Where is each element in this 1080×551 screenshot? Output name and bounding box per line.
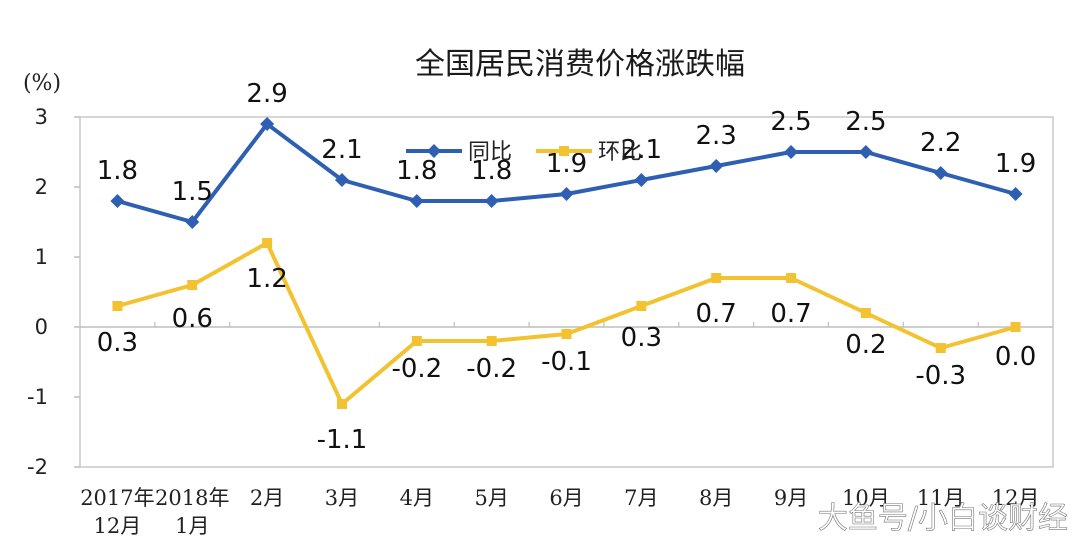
data-point-marker — [559, 187, 574, 201]
y-tick-label: 2 — [35, 175, 48, 199]
x-tick-label: 8月 — [699, 486, 733, 510]
data-point-marker — [409, 194, 424, 208]
data-point-marker — [784, 145, 799, 159]
axes-layer: 3 2 1 0 -1 -2 2017年 12月 2018年 1月 2月 3月 4月 5月 6月 7月 8月 9月 1… — [27, 105, 1053, 538]
data-point-marker — [110, 194, 125, 208]
y-tick-label: -2 — [27, 455, 48, 479]
legend-marker — [427, 144, 441, 158]
x-tick-label: 6月 — [549, 486, 583, 510]
data-label: 0.0 — [995, 342, 1036, 372]
data-point-marker — [411, 336, 422, 346]
data-point-marker — [185, 215, 200, 229]
data-point-marker — [187, 280, 198, 290]
data-label: 2.5 — [845, 107, 886, 137]
x-tick-label: 12月 — [94, 514, 142, 538]
data-label: 2.9 — [246, 79, 287, 109]
data-point-marker — [1008, 187, 1023, 201]
data-point-marker — [935, 343, 946, 353]
x-tick-label: 2018年 — [155, 486, 229, 510]
data-point-marker — [1010, 322, 1021, 332]
data-label: 0.6 — [172, 304, 213, 334]
data-label: 0.3 — [621, 323, 662, 353]
x-tick-label: 2017年 — [80, 486, 154, 510]
legend-marker — [559, 146, 569, 156]
data-point-marker — [262, 238, 273, 248]
data-label: 0.7 — [770, 299, 811, 329]
data-label: -1.1 — [317, 425, 368, 455]
y-tick-label: -1 — [27, 385, 48, 409]
data-label: -0.2 — [466, 354, 517, 384]
data-point-marker — [334, 173, 349, 187]
data-point-marker — [636, 301, 647, 311]
data-label: 0.3 — [97, 328, 138, 358]
data-label: 0.2 — [845, 330, 886, 360]
data-point-marker — [260, 117, 275, 131]
legend-label: 环比 — [598, 140, 642, 165]
y-tick-label: 3 — [35, 105, 48, 129]
data-point-marker — [634, 173, 649, 187]
data-label: 1.8 — [396, 156, 437, 186]
data-point-marker — [561, 329, 572, 339]
data-label: 2.2 — [920, 128, 961, 158]
data-point-marker — [711, 273, 722, 283]
data-label: 1.8 — [471, 156, 512, 186]
x-tick-label: 2月 — [250, 486, 284, 510]
data-label: 2.3 — [696, 121, 737, 151]
data-label: 1.8 — [97, 156, 138, 186]
chart-title: 全国居民消费价格涨跌幅 — [415, 47, 745, 82]
data-point-marker — [709, 159, 724, 173]
series-layer — [110, 117, 1023, 409]
x-tick-label: 10月 — [842, 486, 890, 510]
x-tick-label: 9月 — [774, 486, 808, 510]
data-point-marker — [860, 308, 871, 318]
data-label: 0.7 — [696, 299, 737, 329]
x-tick-label: 7月 — [624, 486, 658, 510]
labels-layer: 1.81.52.92.11.8 1.8 1.9 2.1 2.3 2.5 2.52.21.90… — [97, 79, 1037, 455]
legend-label: 同比 — [468, 140, 512, 165]
y-tick-label: 1 — [35, 245, 48, 269]
y-tick-label: 0 — [35, 315, 48, 339]
x-tick-label: 4月 — [400, 486, 434, 510]
legend: 同比 环比 — [406, 140, 642, 165]
watermark-text: 大鱼号/小白谈财经 — [818, 501, 1068, 536]
x-tick-label: 5月 — [474, 486, 508, 510]
data-label: -0.2 — [391, 354, 442, 384]
data-point-marker — [786, 273, 797, 283]
x-tick-label: 11月 — [917, 486, 965, 510]
data-label: -0.1 — [541, 347, 592, 377]
data-point-marker — [336, 399, 347, 409]
x-tick-label: 3月 — [325, 486, 359, 510]
data-point-marker — [484, 194, 499, 208]
data-label: 1.9 — [995, 149, 1036, 179]
x-tick-label: 1月 — [175, 514, 209, 538]
data-label: 2.5 — [770, 107, 811, 137]
data-label: 2.1 — [321, 135, 362, 165]
plot-area-frame — [79, 116, 1054, 468]
data-label: 2.1 — [621, 135, 662, 165]
data-point-marker — [112, 301, 123, 311]
data-label: 1.2 — [246, 264, 287, 294]
data-point-marker — [933, 166, 948, 180]
x-tick-label: 12月 — [992, 486, 1040, 510]
data-label: 1.5 — [172, 177, 213, 207]
data-point-marker — [486, 336, 497, 346]
y-axis-unit: (%) — [23, 71, 61, 96]
data-label: -0.3 — [915, 361, 966, 391]
data-point-marker — [858, 145, 873, 159]
